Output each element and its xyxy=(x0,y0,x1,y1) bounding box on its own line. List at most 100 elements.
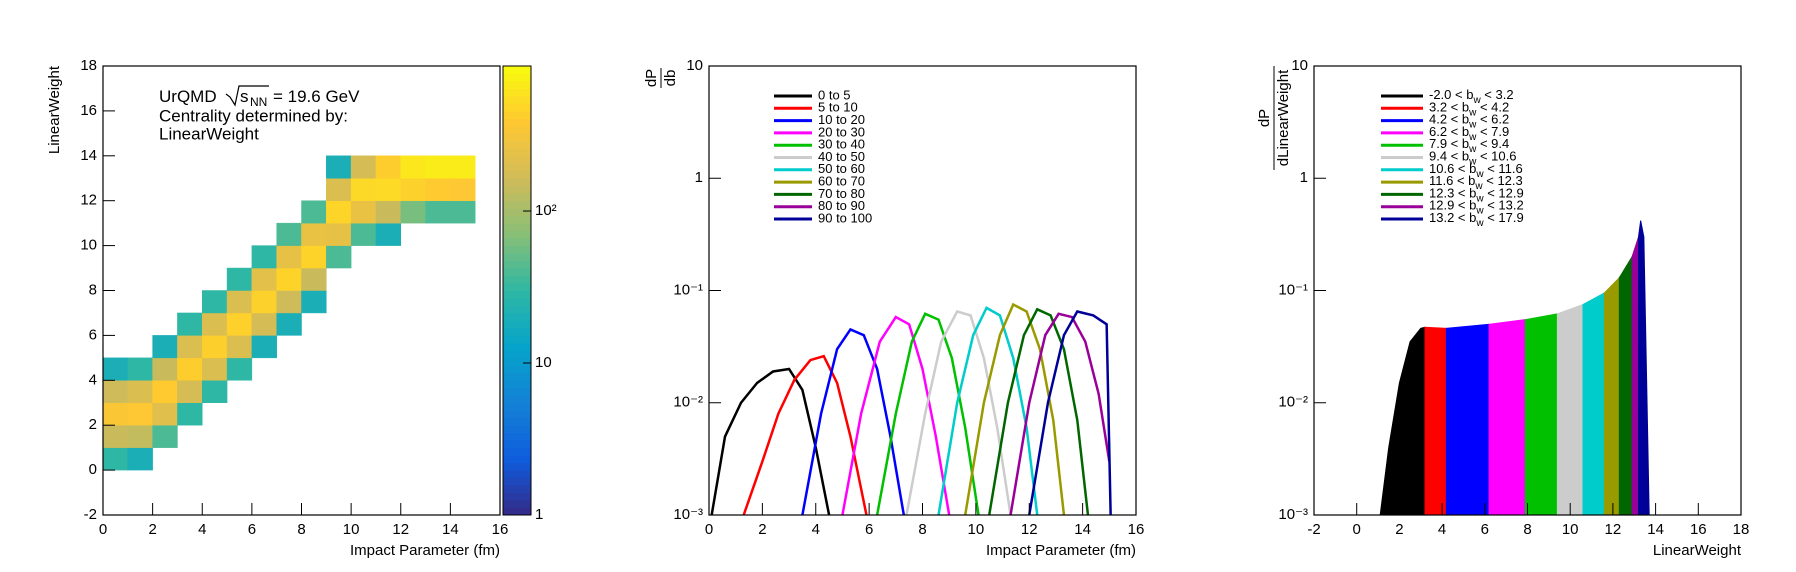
heat-cell xyxy=(177,335,203,359)
legend-part: < 13.2 xyxy=(1484,198,1524,213)
color-bar-segment xyxy=(503,185,531,194)
x-tick-label: 0 xyxy=(99,521,107,538)
x-tick-label: 2 xyxy=(148,521,156,538)
heat-cell xyxy=(400,178,426,201)
x-tick-label: 10 xyxy=(968,521,985,538)
heat-cell xyxy=(202,357,228,381)
heat-cell xyxy=(450,200,476,224)
y-tick-label: 6 xyxy=(89,326,97,343)
energy-value: = 19.6 GeV xyxy=(273,87,360,106)
heat-cell xyxy=(326,245,352,269)
x-tick-label: 0 xyxy=(705,521,713,538)
heat-cell xyxy=(375,178,401,201)
color-bar-segment xyxy=(503,200,531,209)
heat-cell xyxy=(425,200,451,224)
heat-cell xyxy=(102,357,129,381)
heat-cell xyxy=(226,312,253,336)
heat-cell xyxy=(152,380,178,403)
legend-sub: w xyxy=(1475,218,1484,229)
color-bar-segment xyxy=(503,410,531,419)
heat-cell xyxy=(152,357,178,381)
legend-part: < 12.9 xyxy=(1484,186,1524,201)
x-tick-label: 4 xyxy=(198,521,206,538)
legend-label: 0 to 5 xyxy=(818,87,851,102)
heat-cell xyxy=(127,424,153,448)
x-tick-label: 10 xyxy=(343,521,360,538)
y-tick-label: 10 xyxy=(80,237,97,254)
x-tick-label: -2 xyxy=(1307,521,1320,538)
legend-part: < 9.4 xyxy=(1476,137,1509,152)
color-bar-segment xyxy=(503,163,531,172)
legend-label: 40 to 50 xyxy=(818,149,865,164)
y-tick-label: 18 xyxy=(80,57,97,74)
heat-cell xyxy=(400,155,426,179)
legend-part: < 17.9 xyxy=(1484,210,1524,225)
x-tick-label: 8 xyxy=(297,521,305,538)
y-axis-label: LinearWeight xyxy=(46,65,63,154)
heat-cell xyxy=(276,222,302,246)
color-bar-segment xyxy=(503,118,531,127)
legend-part: < 6.2 xyxy=(1476,112,1509,127)
color-bar-segment xyxy=(503,425,531,434)
color-bar-segment xyxy=(503,440,531,449)
heat-cell xyxy=(251,312,277,336)
heat-cell xyxy=(102,424,129,448)
y-tick-label: 10⁻³ xyxy=(1278,506,1308,523)
heat-cell xyxy=(251,245,277,269)
z-tick-label: 10 xyxy=(535,354,552,371)
heat-cell xyxy=(425,178,451,201)
series-area xyxy=(1582,292,1605,516)
heat-cell xyxy=(301,267,327,291)
color-bar-segment xyxy=(503,283,531,291)
heat-cell xyxy=(276,312,302,336)
y-tick-label: 10⁻² xyxy=(673,394,703,411)
legend-label: 10 to 20 xyxy=(818,112,865,127)
heat-cell xyxy=(102,402,129,426)
x-tick-label: 2 xyxy=(758,521,766,538)
heat-cell xyxy=(127,447,153,471)
heat-cell xyxy=(127,380,153,403)
color-bar-segment xyxy=(503,477,531,486)
legend-sub: w xyxy=(1474,181,1483,192)
heat-cell xyxy=(375,155,401,179)
color-bar-segment xyxy=(503,178,531,187)
x-tick-label: 14 xyxy=(1074,521,1091,538)
heat-cell xyxy=(276,245,302,269)
legend-label: 11.6 < bw < 12.3 xyxy=(1429,174,1523,192)
legend-label: 50 to 60 xyxy=(818,161,865,176)
legend-label: 5 to 10 xyxy=(818,100,858,115)
color-bar-segment xyxy=(503,290,531,299)
heat-cell xyxy=(301,200,327,224)
legend-label: 80 to 90 xyxy=(818,198,865,213)
heat-cell xyxy=(350,178,377,201)
color-bar-segment xyxy=(503,88,531,97)
legend-sub: w xyxy=(1468,119,1477,130)
heat-cell xyxy=(350,222,377,246)
y-tick-label: 10 xyxy=(1291,57,1308,74)
sqrt-sign xyxy=(225,85,269,107)
heat-cell xyxy=(375,222,401,246)
heat-cell xyxy=(102,380,129,403)
y-tick-label: 10 xyxy=(686,57,703,74)
legend-sub: w xyxy=(1472,95,1481,106)
heat-cell xyxy=(276,267,302,291)
legend-label: 12.9 < bw < 13.2 xyxy=(1429,198,1524,216)
series-area xyxy=(1631,236,1640,516)
color-bar-segment xyxy=(503,223,531,232)
heat-cell xyxy=(326,155,352,179)
heat-cell xyxy=(350,155,377,179)
energy-symbol: s xyxy=(240,87,249,106)
legend-label: 70 to 80 xyxy=(818,186,865,201)
color-bar-segment xyxy=(503,470,531,479)
heat-cell xyxy=(226,357,253,381)
heat-cell xyxy=(226,335,253,359)
legend-part: 13.2 < b xyxy=(1429,210,1476,225)
y-tick-label: 10⁻³ xyxy=(673,506,703,523)
color-bar-segment xyxy=(503,268,531,277)
heat-cell xyxy=(202,290,228,314)
series-line xyxy=(905,310,1012,516)
y-tick-label: -2 xyxy=(84,506,97,523)
y-axis-label: dP dLinearWeight xyxy=(1256,66,1292,170)
y-tick-label: 10⁻¹ xyxy=(1278,281,1308,298)
heat-cell xyxy=(177,312,203,336)
